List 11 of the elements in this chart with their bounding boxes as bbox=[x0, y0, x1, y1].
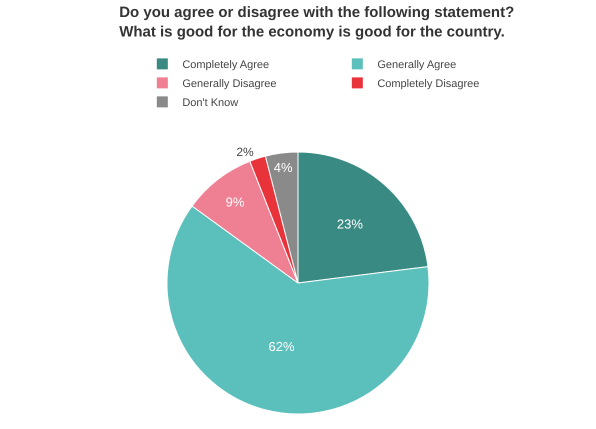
data-label: 9% bbox=[226, 194, 245, 210]
legend-label: Generally Agree bbox=[377, 59, 456, 72]
chart-title: Do you agree or disagree with the following statement? What is good for the economy is good for the country. bbox=[119, 4, 514, 41]
legend-label: Completely Agree bbox=[182, 59, 270, 72]
legend-label: Don't Know bbox=[182, 97, 238, 110]
data-label: 2% bbox=[236, 145, 254, 160]
legend-label: Generally Disagree bbox=[182, 78, 276, 90]
data-label: 23% bbox=[336, 216, 364, 232]
legend-label: Completely Disagree bbox=[377, 78, 480, 90]
data-label: 4% bbox=[274, 160, 294, 176]
data-label: 62% bbox=[268, 338, 295, 354]
